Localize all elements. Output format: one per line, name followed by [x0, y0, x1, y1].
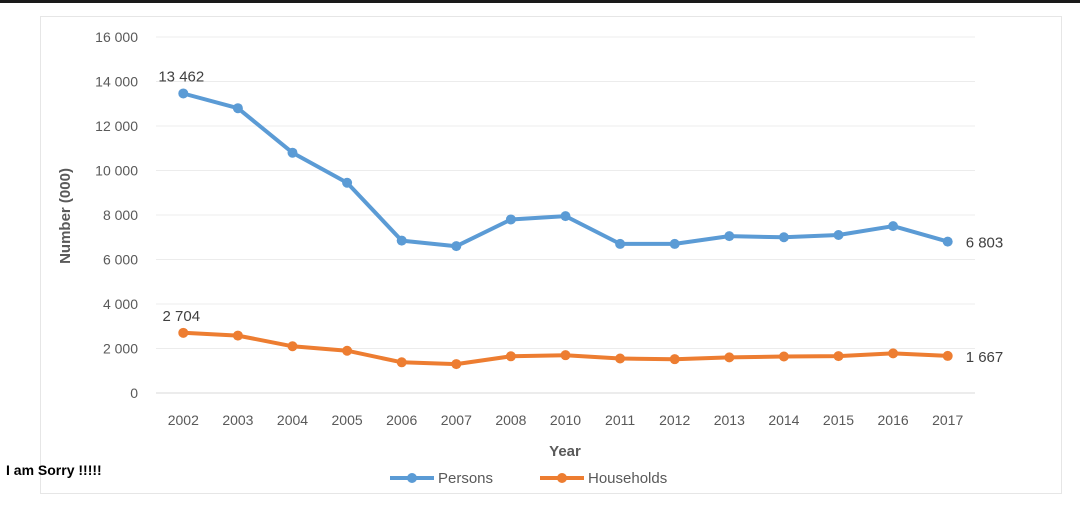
data-point-persons	[178, 88, 189, 99]
data-point-persons	[942, 236, 953, 247]
data-point-households	[833, 351, 844, 362]
y-tick-label: 8 000	[103, 207, 138, 223]
legend: Persons Households	[390, 470, 667, 487]
data-point-households	[342, 345, 353, 356]
caption-text: I am Sorry !!!!!	[6, 462, 102, 478]
data-point-households	[560, 350, 571, 361]
x-tick-label: 2012	[659, 412, 690, 428]
data-point-households	[232, 330, 243, 341]
x-tick-label: 2013	[714, 412, 745, 428]
y-tick-label: 16 000	[95, 29, 138, 45]
top-border	[0, 0, 1080, 3]
data-point-persons	[232, 103, 243, 114]
data-point-households	[396, 357, 407, 368]
data-point-persons	[396, 235, 407, 246]
x-tick-label: 2008	[495, 412, 526, 428]
x-tick-label: 2005	[332, 412, 363, 428]
data-point-households	[942, 350, 953, 361]
data-point-households	[615, 353, 626, 364]
data-point-persons	[342, 177, 353, 188]
legend-marker-persons	[407, 473, 417, 483]
data-label-households: 1 667	[966, 349, 1004, 366]
x-tick-label: 2010	[550, 412, 581, 428]
legend-label-households: Households	[588, 470, 667, 487]
y-tick-label: 2 000	[103, 341, 138, 357]
data-point-households	[778, 351, 789, 362]
x-tick-label: 2006	[386, 412, 417, 428]
x-tick-label: 2007	[441, 412, 472, 428]
x-tick-label: 2003	[222, 412, 253, 428]
legend-label-persons: Persons	[438, 470, 493, 487]
data-point-persons	[888, 221, 899, 232]
y-tick-label: 6 000	[103, 252, 138, 268]
x-tick-label: 2016	[878, 412, 909, 428]
data-point-households	[888, 348, 899, 359]
data-point-persons	[560, 211, 571, 222]
data-label-households: 2 704	[163, 308, 201, 325]
data-labels: 13 462 6 803 2 704 1 667	[158, 68, 1003, 365]
legend-marker-households	[557, 473, 567, 483]
data-point-persons	[724, 231, 735, 242]
x-tick-label: 2004	[277, 412, 308, 428]
data-point-persons	[451, 241, 462, 252]
data-point-households	[724, 352, 735, 363]
x-axis-ticks: 2002 2003 2004 2005 2006 2007 2008 2010 2011 2012…	[168, 412, 964, 428]
x-tick-label: 2011	[605, 412, 635, 428]
data-point-persons	[615, 238, 626, 249]
y-tick-label: 0	[130, 385, 138, 401]
x-tick-label: 2002	[168, 412, 199, 428]
y-axis-title: Number (000)	[57, 168, 74, 264]
data-point-households	[669, 354, 680, 365]
data-point-households	[505, 351, 516, 362]
y-tick-label: 10 000	[95, 163, 138, 179]
data-point-persons	[778, 232, 789, 243]
data-point-households	[178, 327, 189, 338]
y-tick-label: 4 000	[103, 296, 138, 312]
x-axis-title: Year	[549, 443, 581, 460]
data-point-households	[287, 341, 298, 352]
y-tick-label: 14 000	[95, 74, 138, 90]
y-tick-label: 12 000	[95, 118, 138, 134]
series-layer	[178, 88, 953, 370]
x-tick-label: 2017	[932, 412, 963, 428]
y-axis-ticks: 0 2 000 4 000 6 000 8 000 10 000 12 000 14 000 1…	[95, 29, 138, 401]
data-point-persons	[669, 238, 680, 249]
data-label-persons: 6 803	[966, 235, 1004, 252]
data-point-persons	[833, 230, 844, 241]
data-label-persons: 13 462	[158, 68, 204, 85]
x-tick-label: 2014	[768, 412, 799, 428]
data-point-persons	[287, 147, 298, 158]
data-point-households	[451, 359, 462, 370]
data-point-persons	[505, 214, 516, 225]
chart-frame	[40, 16, 1062, 494]
series-line-persons	[181, 91, 950, 249]
x-tick-label: 2015	[823, 412, 854, 428]
gridlines	[156, 36, 975, 394]
